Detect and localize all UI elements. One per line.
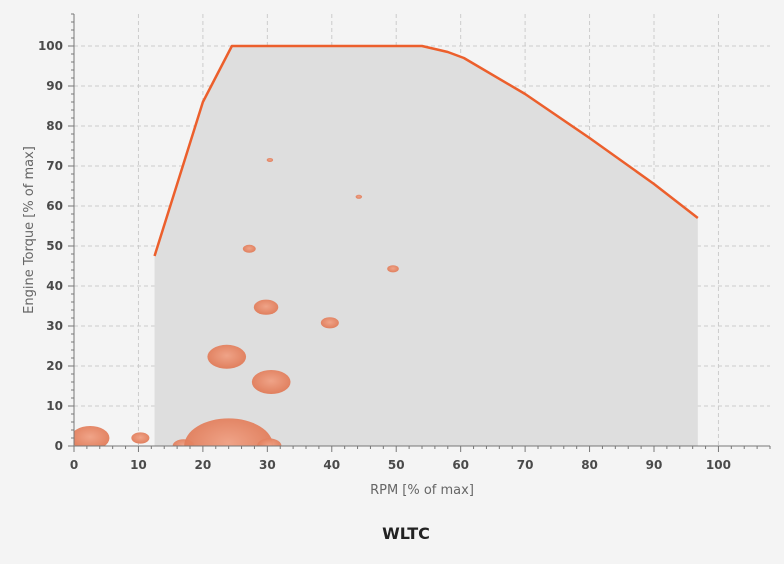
y-tick-label: 40 [46, 279, 63, 293]
x-tick-label: 40 [323, 458, 340, 472]
bubble-point [266, 158, 274, 162]
bubble-point [355, 194, 363, 199]
y-axis-title: Engine Torque [% of max] [22, 146, 37, 314]
axes: 0 10 20 30 40 50 60 70 80 90 100 0 10 20 30 40 50 60 70 80 9… [38, 13, 771, 472]
bubble-point [207, 344, 247, 369]
x-tick-label: 100 [706, 458, 731, 472]
bubble-point [320, 317, 339, 329]
envelope-fill [154, 46, 698, 446]
x-axis-title: RPM [% of max] [370, 483, 474, 498]
bubble-point [257, 438, 282, 446]
bubble-point [131, 432, 150, 444]
x-tick-label: 50 [388, 458, 405, 472]
bubble-point [242, 244, 256, 253]
x-tick-label: 90 [646, 458, 663, 472]
y-tick-label: 30 [46, 319, 63, 333]
x-tick-label: 30 [259, 458, 276, 472]
bubble-point [253, 299, 279, 315]
x-tick-label: 80 [581, 458, 598, 472]
bubble-series [74, 158, 399, 446]
y-tick-label: 50 [46, 239, 63, 253]
envelope-line-group [153, 44, 699, 257]
bubble-point [387, 265, 399, 273]
y-tick-label: 100 [38, 39, 63, 53]
y-tick-label: 10 [46, 399, 63, 413]
y-tick-label: 20 [46, 359, 63, 373]
bubble-point [251, 370, 291, 394]
x-tick-label: 60 [452, 458, 469, 472]
y-tick-label: 90 [46, 79, 63, 93]
y-tick-label: 60 [46, 199, 63, 213]
x-tick-label: 20 [195, 458, 212, 472]
x-tick-label: 70 [517, 458, 534, 472]
y-tick-label: 70 [46, 159, 63, 173]
x-tick-label: 10 [130, 458, 147, 472]
chart-title: WLTC [382, 524, 430, 543]
envelope-line [153, 44, 699, 257]
x-tick-label: 0 [70, 458, 78, 472]
bubble-point [184, 418, 274, 446]
envelope-area [154, 46, 698, 446]
bubble-point [74, 426, 110, 446]
y-tick-label: 0 [55, 439, 63, 453]
y-tick-label: 80 [46, 119, 63, 133]
